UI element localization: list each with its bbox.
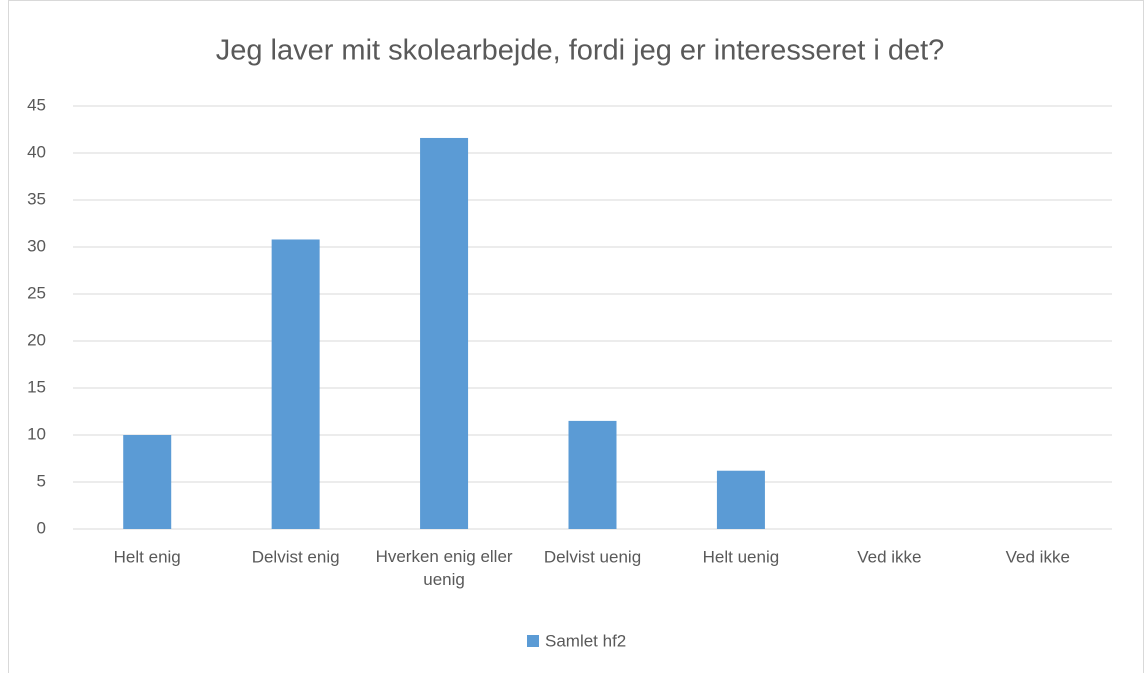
y-tick-label: 30: [27, 236, 46, 255]
bar: [568, 420, 617, 529]
y-tick-label: 10: [27, 424, 46, 443]
bar: [271, 239, 320, 530]
x-tick-label: Delvist enig: [252, 547, 340, 566]
legend-swatch: [527, 635, 539, 647]
y-tick-label: 0: [37, 518, 46, 537]
bar: [123, 435, 172, 529]
x-tick-label: Helt enig: [114, 547, 181, 566]
y-tick-label: 20: [27, 330, 46, 349]
y-tick-label: 5: [37, 471, 46, 490]
chart-title: Jeg laver mit skolearbejde, fordi jeg er…: [216, 35, 945, 67]
bar: [420, 137, 469, 529]
y-tick-label: 15: [27, 377, 46, 396]
x-tick-label: Ved ikke: [1006, 547, 1070, 566]
x-tick-label: Helt uenig: [703, 547, 780, 566]
y-tick-label: 45: [27, 95, 46, 114]
y-tick-label: 40: [27, 142, 46, 161]
legend-label: Samlet hf2: [545, 631, 626, 650]
x-tick-label: Delvist uenig: [544, 547, 641, 566]
bar: [716, 470, 765, 529]
x-tick-label: Ved ikke: [857, 547, 921, 566]
y-tick-label: 35: [27, 189, 46, 208]
chart-border: [8, 0, 1144, 673]
y-tick-label: 25: [27, 283, 46, 302]
x-tick-label: Hverken enig eller uenig: [376, 547, 513, 589]
